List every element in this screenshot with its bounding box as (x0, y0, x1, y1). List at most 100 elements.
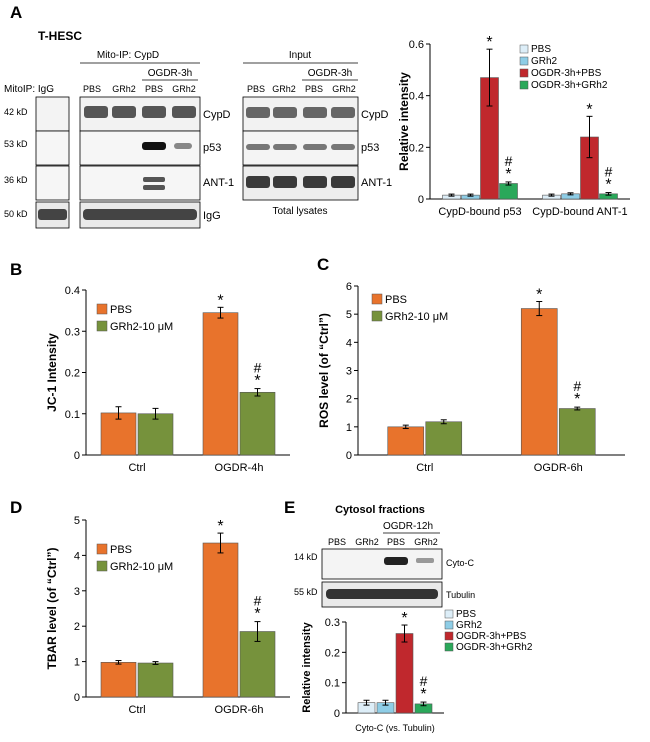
chart-a: 0 0.2 0.4 0.6 Relative intensity CypD-bound p… (397, 34, 630, 218)
chart-e-legend-swatch (444, 609, 454, 619)
band-input-cypd-1 (246, 107, 270, 118)
band-input-p53-2 (273, 144, 297, 150)
blot-igg-ant1 (35, 165, 70, 201)
mito-lane-1: PBS (83, 84, 101, 94)
chart-d-ytick-label: 1 (74, 657, 80, 669)
chart-c: 0 1 2 3 4 5 6 ROS level (of “Ctrl”) Ctrl OGDR-6h *… (317, 281, 625, 474)
band-input-cypd-2 (273, 107, 297, 118)
blot-igg-p53 (35, 130, 70, 166)
protein-label-cytoc: Cyto-C (446, 558, 475, 568)
chart-b-bar (137, 413, 174, 456)
chart-a-significance-star: * (605, 177, 611, 194)
chart-d-category-label: Ctrl (128, 704, 145, 716)
band-input-cypd-4 (331, 107, 355, 118)
chart-e-ytick-label: 0 (334, 708, 340, 720)
chart-b-ytick-label: 0.2 (65, 368, 80, 380)
chart-b-significance-hash: # (254, 360, 262, 376)
chart-b-ytick-label: 0 (74, 450, 80, 462)
blot-igg-cypd (35, 96, 70, 132)
chart-c-ytick-label: 3 (346, 366, 352, 378)
input-ogdr-label: OGDR-3h (308, 68, 352, 79)
chart-a-legend-swatch (519, 68, 529, 78)
chart-c-category-label: Ctrl (416, 462, 433, 474)
chart-d-ylabel: TBAR level (of “Ctrl”) (45, 547, 59, 669)
chart-d-ytick-label: 3 (74, 586, 80, 598)
chart-a-bar (499, 183, 518, 200)
band-mito-cypd-3 (142, 106, 166, 118)
chart-e-legend-label: OGDR-3h+PBS (456, 631, 527, 642)
band-mito-cypd-4 (172, 106, 196, 118)
chart-e-legend-label: PBS (456, 609, 476, 620)
chart-e-significance-mark: # * (420, 673, 428, 703)
panel-label-d: D (10, 498, 22, 517)
chart-b-legend-swatch (96, 303, 108, 315)
chart-e-legend-label: OGDR-3h+GRh2 (456, 642, 533, 653)
cytosol-lane-3: PBS (387, 537, 405, 547)
chart-b-bar (239, 391, 276, 456)
kd-label-cytoc: 14 kD (294, 552, 318, 562)
band-mito-cypd-1 (84, 106, 108, 118)
chart-c-bar (425, 421, 463, 456)
chart-a-legend-label: PBS (531, 44, 551, 55)
chart-c-bar (520, 308, 558, 456)
igg-lane-label: MitoIP: IgG (4, 84, 54, 95)
cytosol-lane-2: GRh2 (355, 537, 379, 547)
band-mito-ant1-3b (143, 185, 165, 190)
chart-b-bar (100, 412, 137, 456)
chart-b-significance-star: * (254, 373, 260, 390)
chart-b-ytick-label: 0.1 (65, 409, 80, 421)
chart-e-significance-mark: * (401, 610, 407, 627)
band-input-ant1-4 (331, 176, 355, 188)
chart-d-significance-mark: * (217, 518, 223, 535)
band-input-ant1-1 (246, 176, 270, 188)
chart-d-significance-mark: # * (254, 593, 262, 623)
chart-d-bar (137, 662, 174, 698)
chart-d-significance-hash: # (254, 593, 262, 609)
input-lane-4: GRh2 (332, 84, 356, 94)
band-input-cypd-3 (303, 107, 327, 118)
chart-e-significance-hash: # (420, 673, 428, 689)
chart-a-legend-swatch (519, 44, 529, 54)
cytosol-ogdr-label: OGDR-12h (383, 521, 433, 532)
band-mito-p53-4 (174, 143, 192, 149)
chart-e-legend-label: GRh2 (456, 620, 483, 631)
band-input-p53-4 (331, 144, 355, 150)
chart-a-ylabel: Relative intensity (397, 72, 411, 171)
chart-c-significance-hash: # (573, 378, 581, 394)
kd-label-p53: 53 kD (4, 139, 28, 149)
band-tubulin-1 (326, 589, 438, 599)
chart-e-xlabel: Cyto-C (vs. Tubulin) (355, 723, 435, 733)
chart-c-bar (387, 426, 425, 456)
chart-d-ytick-label: 0 (74, 692, 80, 704)
chart-a-ytick-label: 0 (418, 194, 424, 206)
chart-a-legend-label: OGDR-3h+GRh2 (531, 80, 608, 91)
chart-d-bar (239, 631, 276, 698)
chart-b-significance-mark: # * (254, 360, 262, 390)
chart-a-ytick-label: 0.2 (409, 142, 424, 154)
band-input-p53-1 (246, 144, 270, 150)
chart-a-ytick-label: 0.4 (409, 91, 424, 103)
chart-c-ytick-label: 2 (346, 394, 352, 406)
chart-c-legend-label: PBS (385, 294, 407, 306)
mito-ip-ogdr-label: OGDR-3h (148, 68, 192, 79)
chart-b-ytick-label: 0.4 (65, 285, 80, 297)
chart-d-legend-label: PBS (110, 544, 132, 556)
chart-c-ytick-label: 5 (346, 309, 352, 321)
input-lane-2: GRh2 (272, 84, 296, 94)
chart-b-ylabel: JC-1 Intensity (45, 333, 59, 412)
band-cytoc-4 (416, 558, 434, 563)
chart-e-legend-swatch (444, 631, 454, 641)
cytosol-title: Cytosol fractions (335, 504, 425, 516)
chart-c-significance-mark: # * (573, 378, 581, 408)
band-input-ant1-3 (303, 176, 327, 188)
chart-a-significance-mark: * (586, 101, 592, 118)
chart-e-ylabel: Relative intensity (301, 621, 313, 712)
chart-e-legend-swatch (444, 620, 454, 630)
chart-a-significance-mark: # * (505, 153, 513, 183)
panel-label-c: C (317, 255, 329, 274)
chart-a-legend-swatch (519, 80, 529, 90)
chart-c-category-label: OGDR-6h (534, 462, 583, 474)
kd-label-igg: 50 kD (4, 209, 28, 219)
chart-d-bar (202, 542, 239, 698)
chart-c-ytick-label: 0 (346, 450, 352, 462)
